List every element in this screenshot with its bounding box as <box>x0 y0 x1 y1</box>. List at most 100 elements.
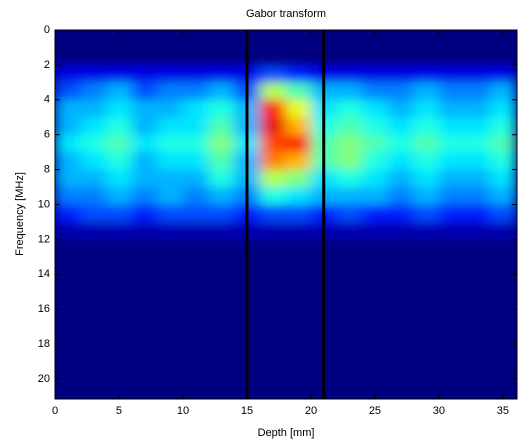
heatmap-cell <box>131 221 158 240</box>
heatmap-cell <box>106 82 133 101</box>
heatmap-cell <box>131 134 158 153</box>
heatmap-cell <box>438 169 466 188</box>
heatmap-cell <box>131 204 158 223</box>
heatmap-cell <box>285 82 312 101</box>
heatmap-cell <box>55 64 82 83</box>
heatmap-cell <box>438 117 466 136</box>
heatmap-cell <box>336 187 363 205</box>
heatmap-cell <box>55 187 82 205</box>
heatmap-cell <box>80 152 107 171</box>
heatmap-cell <box>464 152 491 171</box>
heatmap-cell <box>438 99 466 118</box>
heatmap-cell <box>80 117 107 136</box>
heatmap-cell <box>438 204 466 223</box>
heatmap-cell <box>208 99 235 118</box>
heatmap-cell <box>387 204 414 223</box>
x-tick-label: 30 <box>433 405 445 417</box>
heatmap-cell <box>182 152 210 171</box>
x-tick-label: 10 <box>177 405 189 417</box>
heatmap-cell <box>413 204 440 223</box>
heatmap-cell <box>362 99 389 118</box>
heatmap-cell <box>464 134 491 153</box>
heatmap-cell <box>362 64 389 83</box>
heatmap-cell <box>259 187 286 205</box>
heatmap-cell <box>387 134 414 153</box>
heatmap-cell <box>362 221 389 240</box>
heatmap-cell <box>490 82 517 101</box>
heatmap-cell <box>80 187 107 205</box>
heatmap-cell <box>259 152 286 171</box>
heatmap-cell <box>259 64 286 83</box>
heatmap-cell <box>106 152 133 171</box>
y-tick-label: 2 <box>44 59 50 71</box>
heatmap-cell <box>259 117 286 136</box>
heatmap-cell <box>336 134 363 153</box>
heatmap-cell <box>106 221 133 240</box>
heatmap-cell <box>490 134 517 153</box>
heatmap-cell <box>131 117 158 136</box>
heatmap-cell <box>336 204 363 223</box>
heatmap-cell <box>157 134 184 153</box>
heatmap-cell <box>285 169 312 188</box>
heatmap-cell <box>362 117 389 136</box>
heatmap-cell <box>413 117 440 136</box>
heatmap-cell <box>131 82 158 101</box>
y-tick-label: 8 <box>44 163 50 175</box>
heatmap-cell <box>80 64 107 83</box>
heatmap-cell <box>413 187 440 205</box>
y-tick-label: 0 <box>44 24 50 36</box>
heatmap-cell <box>131 64 158 83</box>
heatmap-cell <box>157 187 184 205</box>
heatmap-cell <box>336 221 363 240</box>
heatmap-cell <box>259 221 286 240</box>
heatmap-cell <box>182 187 210 205</box>
heatmap-cell <box>387 169 414 188</box>
chart-title: Gabor transform <box>246 8 326 20</box>
x-axis-label: Depth [mm] <box>258 427 315 439</box>
heatmap-cell <box>336 169 363 188</box>
heatmap-cell <box>490 99 517 118</box>
heatmap-cell <box>131 169 158 188</box>
heatmap-cell <box>55 117 82 136</box>
heatmap-cell <box>106 187 133 205</box>
heatmap-cell <box>490 117 517 136</box>
heatmap-cell <box>387 221 414 240</box>
heatmap-cell <box>80 82 107 101</box>
x-tick-label: 5 <box>116 405 122 417</box>
heatmap-cell <box>80 204 107 223</box>
heatmap-cell <box>438 134 466 153</box>
heatmap-cell <box>55 152 82 171</box>
heatmap-cell <box>387 64 414 83</box>
heatmap-cell <box>464 99 491 118</box>
x-tick-label: 20 <box>305 405 317 417</box>
heatmap-cell <box>362 152 389 171</box>
heatmap-cell <box>55 99 82 118</box>
heatmap-cell <box>157 117 184 136</box>
heatmap-cell <box>438 152 466 171</box>
heatmap-cell <box>259 134 286 153</box>
heatmap-cell <box>413 152 440 171</box>
heatmap-cell <box>490 221 517 240</box>
heatmap-cell <box>208 221 235 240</box>
heatmap-clip <box>55 64 517 240</box>
heatmap-cell <box>55 82 82 101</box>
heatmap-cell <box>106 204 133 223</box>
heatmap-cell <box>106 169 133 188</box>
heatmap-cell <box>208 187 235 205</box>
heatmap-cell <box>336 99 363 118</box>
y-tick-label: 20 <box>38 373 50 385</box>
heatmap-cell <box>464 64 491 83</box>
heatmap-cell <box>490 152 517 171</box>
y-tick-label: 12 <box>38 233 50 245</box>
heatmap-cell <box>80 134 107 153</box>
heatmap-cell <box>106 64 133 83</box>
heatmap-cell <box>464 221 491 240</box>
heatmap-cell <box>182 64 210 83</box>
heatmap-cell <box>490 64 517 83</box>
heatmap-cell <box>285 221 312 240</box>
heatmap-cell <box>336 152 363 171</box>
heatmap-cell <box>208 152 235 171</box>
x-tick-label: 15 <box>241 405 253 417</box>
heatmap-cell <box>55 221 82 240</box>
heatmap-cell <box>182 99 210 118</box>
